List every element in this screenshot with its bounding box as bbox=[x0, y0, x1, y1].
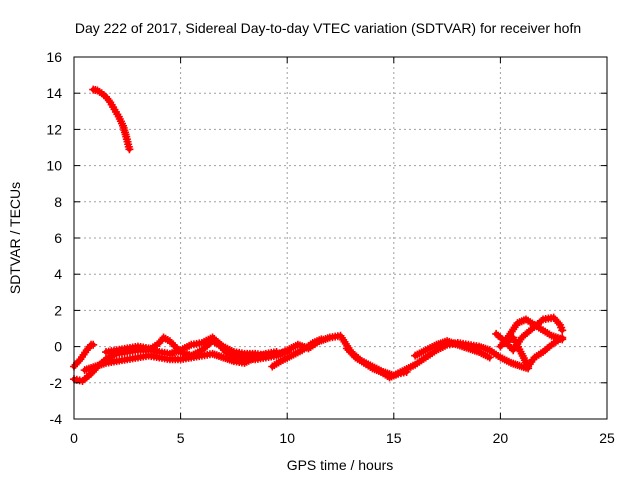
y-tick-label: 6 bbox=[54, 230, 62, 246]
y-tick-label: 4 bbox=[54, 266, 62, 282]
x-axis-label: GPS time / hours bbox=[287, 457, 394, 473]
x-tick-label: 25 bbox=[599, 430, 615, 446]
data-point bbox=[167, 338, 176, 347]
data-point bbox=[104, 96, 113, 105]
y-tick-label: 8 bbox=[54, 194, 62, 210]
data-point bbox=[171, 342, 180, 351]
data-points bbox=[70, 85, 567, 385]
series-arc-d bbox=[411, 337, 494, 362]
grid-lines bbox=[74, 57, 607, 419]
data-point bbox=[558, 333, 567, 342]
y-tick-label: 10 bbox=[46, 158, 62, 174]
chart-title: Day 222 of 2017, Sidereal Day-to-day VTE… bbox=[75, 20, 581, 36]
series-early-high bbox=[89, 85, 134, 154]
y-tick-label: 14 bbox=[46, 85, 62, 101]
data-point bbox=[74, 357, 83, 366]
y-tick-label: -4 bbox=[50, 411, 63, 427]
x-tick-label: 0 bbox=[70, 430, 78, 446]
series-band-upper bbox=[101, 333, 292, 360]
data-point bbox=[169, 340, 178, 349]
data-point bbox=[165, 337, 174, 346]
data-point bbox=[85, 342, 94, 351]
y-tick-label: 2 bbox=[54, 302, 62, 318]
data-point bbox=[125, 145, 134, 154]
series-arc-c bbox=[342, 344, 411, 382]
data-point bbox=[89, 340, 98, 349]
data-point bbox=[485, 353, 494, 362]
x-tick-label: 10 bbox=[279, 430, 295, 446]
data-point bbox=[537, 316, 546, 325]
axis-ticks: 0 5 10 15 20 25 -4 -2 0 2 4 6 8 10 12 14 16 bbox=[46, 49, 615, 446]
series-arc-b bbox=[268, 335, 326, 371]
y-axis-label: SDTVAR / TECUs bbox=[7, 182, 23, 294]
x-tick-label: 20 bbox=[493, 430, 509, 446]
y-tick-label: 12 bbox=[46, 121, 62, 137]
data-point bbox=[317, 335, 326, 344]
data-point bbox=[402, 367, 411, 376]
data-point bbox=[554, 319, 563, 328]
series-late-loop-b bbox=[500, 333, 567, 371]
y-tick-label: -2 bbox=[50, 375, 63, 391]
x-tick-label: 15 bbox=[386, 430, 402, 446]
x-tick-label: 5 bbox=[177, 430, 185, 446]
y-tick-label: 16 bbox=[46, 49, 62, 65]
data-point bbox=[558, 326, 567, 335]
y-tick-label: 0 bbox=[54, 339, 62, 355]
